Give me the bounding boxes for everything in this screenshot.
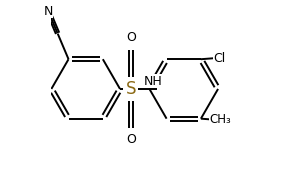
Text: N: N — [44, 5, 53, 18]
Text: Cl: Cl — [213, 52, 225, 65]
Text: CH₃: CH₃ — [210, 113, 231, 126]
Text: O: O — [126, 31, 136, 44]
Text: O: O — [126, 133, 136, 146]
Text: NH: NH — [144, 75, 163, 88]
Text: S: S — [125, 80, 136, 98]
